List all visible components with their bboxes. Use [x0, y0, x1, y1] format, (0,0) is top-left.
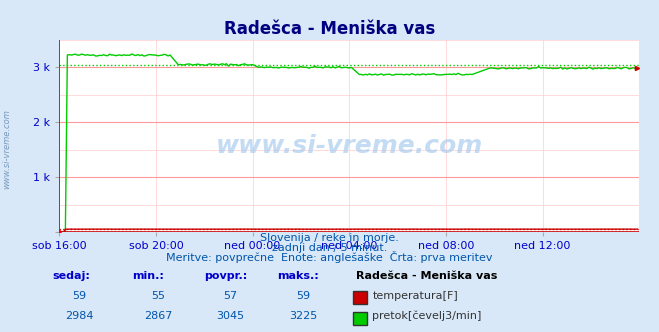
Text: 59: 59: [296, 291, 310, 301]
Text: Radešca - Meniška vas: Radešca - Meniška vas: [224, 20, 435, 38]
Text: www.si-vreme.com: www.si-vreme.com: [2, 110, 11, 189]
Text: 2867: 2867: [144, 311, 173, 321]
Text: 3225: 3225: [289, 311, 317, 321]
Text: pretok[čevelj3/min]: pretok[čevelj3/min]: [372, 311, 482, 321]
Text: Radešca - Meniška vas: Radešca - Meniška vas: [356, 271, 498, 281]
Text: www.si-vreme.com: www.si-vreme.com: [215, 134, 483, 158]
Text: 57: 57: [223, 291, 238, 301]
Text: povpr.:: povpr.:: [204, 271, 248, 281]
Text: sedaj:: sedaj:: [53, 271, 90, 281]
Text: maks.:: maks.:: [277, 271, 318, 281]
Text: Meritve: povprečne  Enote: anglešaške  Črta: prva meritev: Meritve: povprečne Enote: anglešaške Črt…: [166, 251, 493, 263]
Text: zadnji dan / 5 minut.: zadnji dan / 5 minut.: [272, 243, 387, 253]
Text: min.:: min.:: [132, 271, 163, 281]
Text: 55: 55: [151, 291, 165, 301]
Text: Slovenija / reke in morje.: Slovenija / reke in morje.: [260, 233, 399, 243]
Text: 3045: 3045: [217, 311, 244, 321]
Text: temperatura[F]: temperatura[F]: [372, 291, 458, 301]
Text: 2984: 2984: [65, 311, 94, 321]
Text: 59: 59: [72, 291, 86, 301]
